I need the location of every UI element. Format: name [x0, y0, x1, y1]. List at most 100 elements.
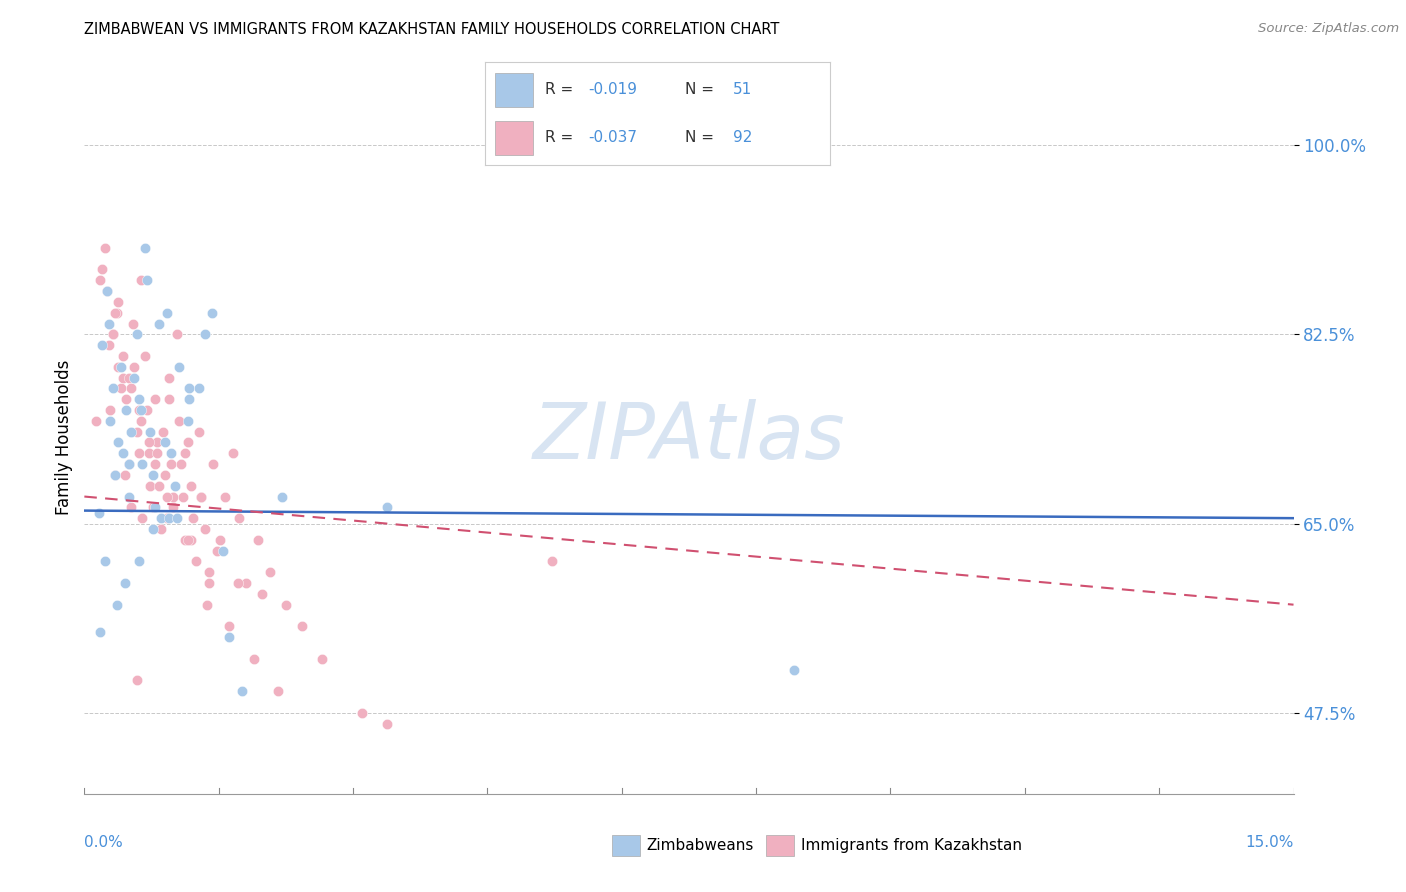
Point — [148, 317, 170, 331]
Y-axis label: Family Households: Family Households — [55, 359, 73, 515]
Point — [184, 554, 207, 568]
Text: 15.0%: 15.0% — [1246, 836, 1294, 850]
Point — [101, 327, 124, 342]
Point — [91, 338, 114, 352]
Point — [105, 306, 128, 320]
Point — [214, 490, 236, 504]
Point — [112, 349, 135, 363]
Point — [160, 446, 183, 460]
Point — [174, 446, 197, 460]
Point — [291, 619, 314, 633]
Point — [190, 490, 212, 504]
Point — [172, 490, 194, 504]
Point — [169, 414, 191, 428]
Point — [155, 306, 177, 320]
Point — [114, 576, 136, 591]
Point — [194, 522, 217, 536]
Point — [128, 554, 150, 568]
Point — [96, 284, 118, 298]
Point — [107, 435, 129, 450]
Point — [86, 414, 108, 428]
Point — [89, 624, 111, 639]
Point — [93, 241, 115, 255]
Point — [242, 651, 264, 665]
Point — [155, 511, 177, 525]
Point — [267, 684, 290, 698]
Point — [157, 370, 180, 384]
Point — [128, 403, 150, 417]
Point — [375, 500, 398, 515]
Point — [142, 522, 165, 536]
Point — [98, 414, 121, 428]
Point — [98, 403, 121, 417]
Point — [143, 457, 166, 471]
Point — [187, 381, 209, 395]
Text: R =: R = — [546, 82, 578, 97]
Text: -0.019: -0.019 — [588, 82, 637, 97]
Point — [105, 598, 128, 612]
Point — [125, 425, 148, 439]
Point — [125, 673, 148, 688]
Point — [169, 359, 191, 374]
Point — [190, 490, 212, 504]
Point — [180, 479, 202, 493]
Point — [112, 446, 135, 460]
Point — [541, 554, 564, 568]
Text: 92: 92 — [733, 130, 752, 145]
Point — [187, 425, 209, 439]
Point — [125, 327, 148, 342]
Point — [118, 457, 141, 471]
Point — [155, 490, 177, 504]
Point — [226, 576, 249, 591]
Point — [115, 403, 138, 417]
Point — [110, 381, 132, 395]
Point — [146, 435, 169, 450]
Point — [104, 467, 127, 482]
Point — [160, 457, 183, 471]
Point — [134, 241, 156, 255]
Point — [136, 273, 159, 287]
Point — [149, 511, 172, 525]
Point — [259, 566, 281, 580]
Point — [128, 392, 150, 407]
Text: R =: R = — [546, 130, 578, 145]
Point — [128, 446, 150, 460]
Text: N =: N = — [685, 130, 718, 145]
Point — [143, 500, 166, 515]
Text: 51: 51 — [733, 82, 752, 97]
Point — [195, 598, 218, 612]
Point — [181, 511, 204, 525]
Point — [129, 403, 152, 417]
Point — [228, 511, 250, 525]
Point — [142, 467, 165, 482]
Text: ZIMBABWEAN VS IMMIGRANTS FROM KAZAKHSTAN FAMILY HOUSEHOLDS CORRELATION CHART: ZIMBABWEAN VS IMMIGRANTS FROM KAZAKHSTAN… — [84, 22, 780, 37]
Point — [152, 425, 174, 439]
FancyBboxPatch shape — [495, 121, 533, 155]
Point — [246, 533, 269, 547]
Point — [107, 294, 129, 309]
Point — [97, 338, 120, 352]
Point — [110, 359, 132, 374]
Point — [124, 370, 146, 384]
Point — [89, 273, 111, 287]
Point — [352, 706, 374, 720]
Point — [139, 479, 162, 493]
Point — [153, 435, 176, 450]
Point — [235, 576, 257, 591]
Point — [101, 327, 124, 342]
Point — [375, 716, 398, 731]
Point — [311, 651, 333, 665]
Point — [118, 370, 141, 384]
Point — [179, 392, 201, 407]
Point — [120, 425, 142, 439]
Point — [174, 533, 197, 547]
Point — [180, 533, 202, 547]
Text: 0.0%: 0.0% — [84, 836, 124, 850]
Point — [208, 533, 231, 547]
Point — [163, 479, 186, 493]
Text: Source: ZipAtlas.com: Source: ZipAtlas.com — [1258, 22, 1399, 36]
Point — [207, 543, 229, 558]
Point — [104, 306, 127, 320]
Point — [129, 273, 152, 287]
Point — [162, 500, 184, 515]
